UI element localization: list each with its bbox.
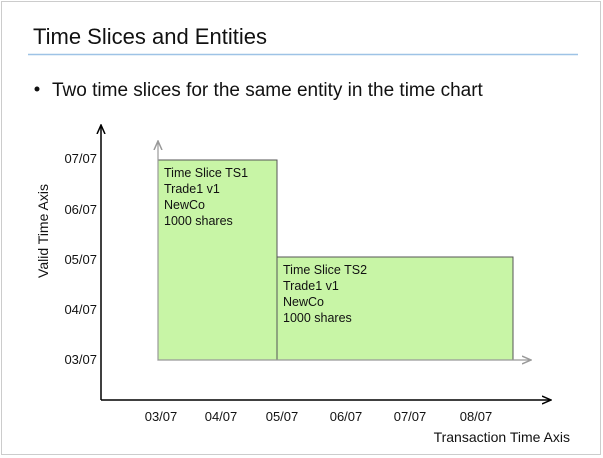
bullet-list: Two time slices for the same entity in t… xyxy=(34,80,484,101)
slice-text: NewCo xyxy=(164,198,205,212)
diagram-labels: 03/07 04/07 05/07 06/07 07/07 03/07 04/07 05/07… xyxy=(64,151,492,424)
y-tick-label: 07/07 xyxy=(64,151,97,166)
slice-text: Time Slice TS1 xyxy=(164,166,248,180)
y-tick-label: 03/07 xyxy=(64,352,97,367)
slice-text: Trade1 v1 xyxy=(283,279,339,293)
x-tick-label: 08/07 xyxy=(460,409,493,424)
x-tick-label: 04/07 xyxy=(205,409,238,424)
x-tick-label: 07/07 xyxy=(394,409,427,424)
x-tick-label: 05/07 xyxy=(266,409,299,424)
slice-text: 1000 shares xyxy=(164,214,233,228)
bullet-dot xyxy=(34,86,40,92)
x-tick-label: 06/07 xyxy=(330,409,363,424)
y-axis-label: Valid Time Axis xyxy=(35,184,51,278)
slice-text: Time Slice TS2 xyxy=(283,263,367,277)
y-tick-label: 05/07 xyxy=(64,252,97,267)
x-tick-label: 03/07 xyxy=(145,409,178,424)
x-axis-label: Transaction Time Axis xyxy=(434,429,570,445)
slice-text: 1000 shares xyxy=(283,311,352,325)
slide-title: Time Slices and Entities xyxy=(33,24,267,49)
slice-text: Trade1 v1 xyxy=(164,182,220,196)
y-tick-label: 06/07 xyxy=(64,202,97,217)
slice-text: NewCo xyxy=(283,295,324,309)
time-slice-box xyxy=(276,256,514,361)
y-tick-label: 04/07 xyxy=(64,302,97,317)
bullet-text: Two time slices for the same entity in t… xyxy=(52,80,484,101)
